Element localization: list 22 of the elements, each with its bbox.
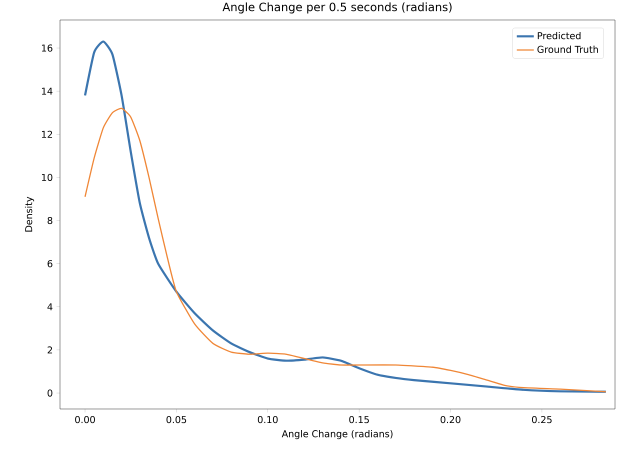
y-tick-label: 2 — [48, 346, 52, 354]
x-axis-title: Angle Change (radians) — [282, 430, 393, 440]
x-tick-label: 0.10 — [258, 416, 278, 424]
line-series — [84, 108, 607, 392]
y-tick-label: 4 — [47, 303, 52, 310]
legend-label: Predicted — [538, 32, 580, 40]
y-tick-label: 8 — [48, 216, 52, 224]
x-tick-label: 0.05 — [166, 416, 186, 424]
y-tick-label: 16 — [42, 44, 52, 52]
x-tick-label: 0.20 — [440, 416, 460, 424]
y-tick-label: 6 — [48, 260, 52, 268]
y-tick-label: 14 — [42, 88, 52, 95]
x-tick-label: 0.15 — [349, 416, 369, 424]
x-tick-label: 0.25 — [532, 416, 552, 424]
line-series — [84, 40, 607, 393]
x-tick-label: 0.00 — [75, 416, 95, 424]
y-tick-label: 0 — [48, 389, 52, 397]
legend-label: Ground Truth — [537, 46, 598, 53]
y-tick-label: 10 — [42, 174, 52, 181]
y-tick-label: 12 — [42, 130, 52, 138]
y-axis-title: Density — [24, 196, 34, 232]
chart-title: Angle Change per 0.5 seconds (radians) — [222, 2, 452, 14]
